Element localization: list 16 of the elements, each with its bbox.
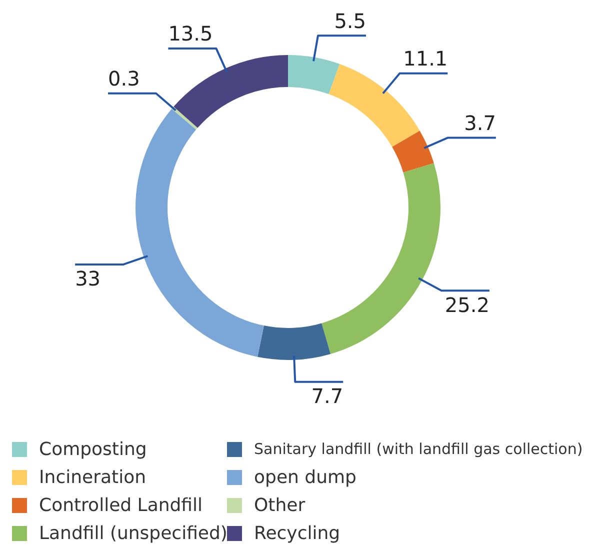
data-label: 25.2 xyxy=(444,292,490,317)
legend-label: Recycling xyxy=(254,522,340,544)
legend-label: open dump xyxy=(254,466,356,488)
legend-label: Composting xyxy=(39,438,147,460)
data-label: 3.7 xyxy=(464,110,496,135)
legend-label: Landfill (unspecified) xyxy=(39,522,228,544)
legend-label: Controlled Landfill xyxy=(39,494,203,516)
legend-label: Incineration xyxy=(39,466,146,488)
legend-label: Sanitary landfill (with landfill gas collection) xyxy=(254,440,583,458)
data-label: 13.5 xyxy=(168,22,213,46)
data-label: 5.5 xyxy=(334,8,366,33)
data-label: 0.3 xyxy=(108,66,140,91)
legend-label: Other xyxy=(254,494,306,516)
data-label: 33 xyxy=(75,266,101,291)
data-label: 7.7 xyxy=(311,384,344,408)
data-label: 11.1 xyxy=(403,46,448,71)
